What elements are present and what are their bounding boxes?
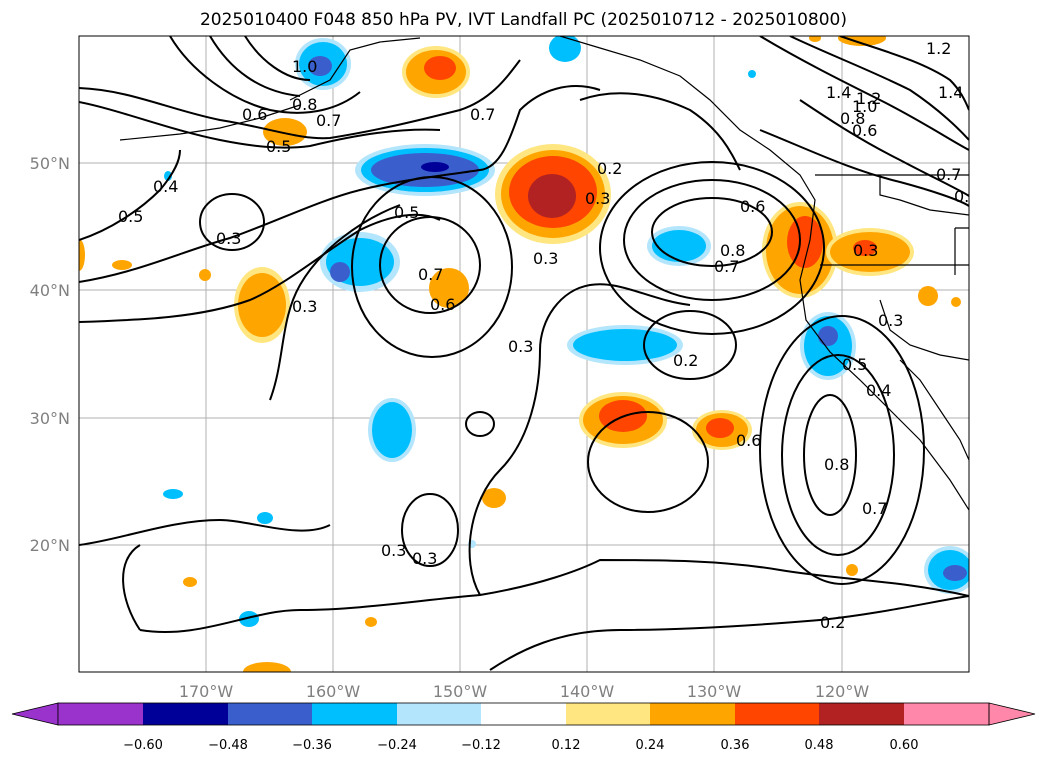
contour-label: 0.7 <box>316 111 341 130</box>
colorbar-bin <box>397 703 481 725</box>
contour-label: 0.3 <box>381 541 406 560</box>
fill-red-center <box>495 144 611 244</box>
contour-label: 0.5 <box>394 203 419 222</box>
colorbar-bin <box>143 703 228 725</box>
fill-blue-se <box>924 546 969 594</box>
contour-label: 0.3 <box>216 229 241 248</box>
contour-label: 0.7 <box>470 105 495 124</box>
colorbar-bin <box>58 703 143 725</box>
colorbar-extend-left <box>11 702 59 726</box>
colorbar-tick-label: −0.48 <box>208 738 248 753</box>
contour-label: 1.4 <box>938 83 963 102</box>
colorbar-tick-label: −0.60 <box>123 738 163 753</box>
contour-label: 0.6 <box>954 187 979 206</box>
contour-label: 1.2 <box>856 89 881 108</box>
contour-label: 0.7 <box>418 265 443 284</box>
contour-label: 0.3 <box>585 189 610 208</box>
contour-label: 0.2 <box>597 159 622 178</box>
map-title: 2025010400 F048 850 hPa PV, IVT Landfall… <box>199 10 847 30</box>
contour-label: 1.0 <box>852 97 877 116</box>
colorbar-tick-label: 0.48 <box>805 738 834 753</box>
fill-orange-top <box>402 46 470 98</box>
contour-label: 0.6 <box>740 197 765 216</box>
contour-label: 0.6 <box>852 121 877 140</box>
colorbar-tick-label: −0.24 <box>377 738 417 753</box>
contour-labels: 1.0 0.8 0.7 0.6 0.5 0.4 0.5 0.3 0.3 0.5 … <box>118 39 979 632</box>
contour-label: 0.4 <box>153 177 178 196</box>
lon-label: 160°W <box>306 682 361 701</box>
fill-blue-160w <box>320 232 400 292</box>
lon-label: 130°W <box>687 682 742 701</box>
contour-label: 0.8 <box>720 241 745 260</box>
colorbar-bin <box>566 703 650 725</box>
contour-label: 0.3 <box>508 337 533 356</box>
contour-label: 0.5 <box>266 137 291 156</box>
contour-label: 0.8 <box>840 109 865 128</box>
fill-orange-inland <box>826 228 914 276</box>
contour-label: 0.6 <box>430 295 455 314</box>
colorbar: −0.60 −0.48 −0.36 −0.24 −0.12 0.12 0.24 … <box>11 702 1036 753</box>
contour-label: 0.3 <box>412 549 437 568</box>
colorbar-tick-label: −0.36 <box>292 738 332 753</box>
contour-label: 0.7 <box>862 499 887 518</box>
colorbar-tick-label: 0.12 <box>552 738 581 753</box>
lat-axis: 50°N 40°N 30°N 20°N <box>30 154 70 555</box>
lat-label: 40°N <box>30 281 70 300</box>
lat-label: 30°N <box>30 409 70 428</box>
map-frame <box>78 35 970 673</box>
fill-blue-35n <box>567 325 683 365</box>
contour-label: 0.3 <box>853 241 878 260</box>
colorbar-extend-right <box>988 702 1036 726</box>
contour-label: 0.2 <box>673 351 698 370</box>
contour-label: 0.3 <box>292 297 317 316</box>
contour-label: 0.6 <box>242 105 267 124</box>
contour-label: 0.6 <box>736 431 761 450</box>
lat-label: 20°N <box>30 536 70 555</box>
contour-label: 0.7 <box>936 165 961 184</box>
lon-label: 170°W <box>179 682 234 701</box>
colorbar-bin <box>735 703 819 725</box>
colorbar-tick-label: −0.12 <box>461 738 501 753</box>
contour-label: 0.8 <box>824 455 849 474</box>
lon-axis: 170°W 160°W 150°W 140°W 130°W 120°W <box>179 682 870 701</box>
contour-label: 0.7 <box>714 257 739 276</box>
colorbar-tick-label: 0.36 <box>721 738 750 753</box>
colorbar-bin <box>650 703 735 725</box>
pv-contours <box>79 36 969 671</box>
colorbar-tick-label: 0.60 <box>890 738 919 753</box>
colorbar-bin <box>819 703 904 725</box>
contour-label: 1.2 <box>926 39 951 58</box>
contour-label: 0.8 <box>292 95 317 114</box>
contour-label: 1.4 <box>826 83 851 102</box>
contour-label: 0.5 <box>842 355 867 374</box>
fill-blue-28n <box>368 398 416 462</box>
fill-red-29n <box>692 410 752 450</box>
contour-label: 1.0 <box>292 57 317 76</box>
contour-label: 0.5 <box>118 207 143 226</box>
contour-label: 0.4 <box>866 381 891 400</box>
contour-label: 0.2 <box>820 613 845 632</box>
colorbar-bin <box>312 703 397 725</box>
lon-label: 140°W <box>560 682 615 701</box>
coastlines <box>119 36 969 511</box>
colorbar-bin <box>228 703 312 725</box>
colorbar-bin <box>904 703 989 725</box>
lon-label: 150°W <box>433 682 488 701</box>
contour-label: 0.3 <box>878 311 903 330</box>
lon-label: 120°W <box>815 682 870 701</box>
fill-blue-nw <box>295 38 351 90</box>
fill-orange-165w <box>234 267 290 343</box>
colorbar-tick-label: 0.24 <box>636 738 665 753</box>
colorbar-bin <box>481 703 566 725</box>
lat-label: 50°N <box>30 154 70 173</box>
fill-red-30n <box>579 392 667 448</box>
contour-label: 0.3 <box>533 249 558 268</box>
